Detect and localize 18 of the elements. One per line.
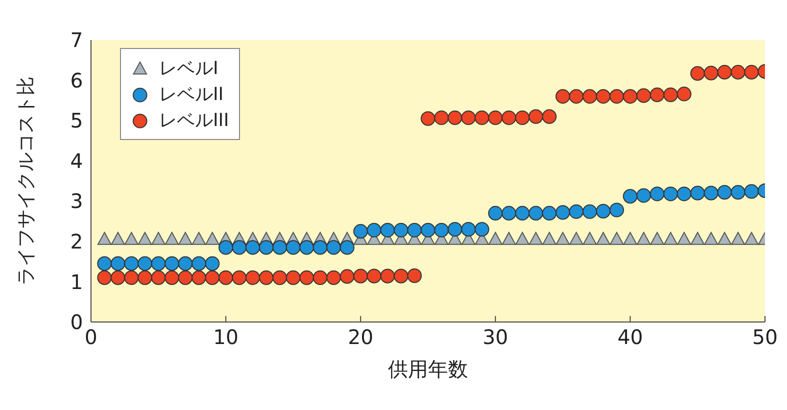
y-tick-label: 5 xyxy=(70,108,83,133)
x-tick-label: 40 xyxy=(617,325,643,350)
legend-label: レベルIII xyxy=(159,109,229,132)
y-tick-label: 1 xyxy=(70,270,83,294)
legend-label: レベルII xyxy=(159,83,224,106)
legend-label: レベルI xyxy=(159,57,218,80)
x-tick-label: 50 xyxy=(752,325,778,350)
x-tick-label: 20 xyxy=(348,325,374,350)
x-tick-label: 30 xyxy=(482,325,508,350)
y-tick-label: 0 xyxy=(70,310,83,334)
x-tick-label: 10 xyxy=(213,325,239,350)
y-tick-label: 2 xyxy=(70,230,83,254)
y-tick-label: 4 xyxy=(70,148,83,173)
y-tick-label: 6 xyxy=(70,68,83,92)
y-tick-label: 7 xyxy=(70,28,83,52)
x-axis-title: 供用年数 xyxy=(388,357,468,381)
y-axis-title: ライフサイクルコスト比 xyxy=(15,76,37,286)
y-tick-label: 3 xyxy=(70,189,83,214)
